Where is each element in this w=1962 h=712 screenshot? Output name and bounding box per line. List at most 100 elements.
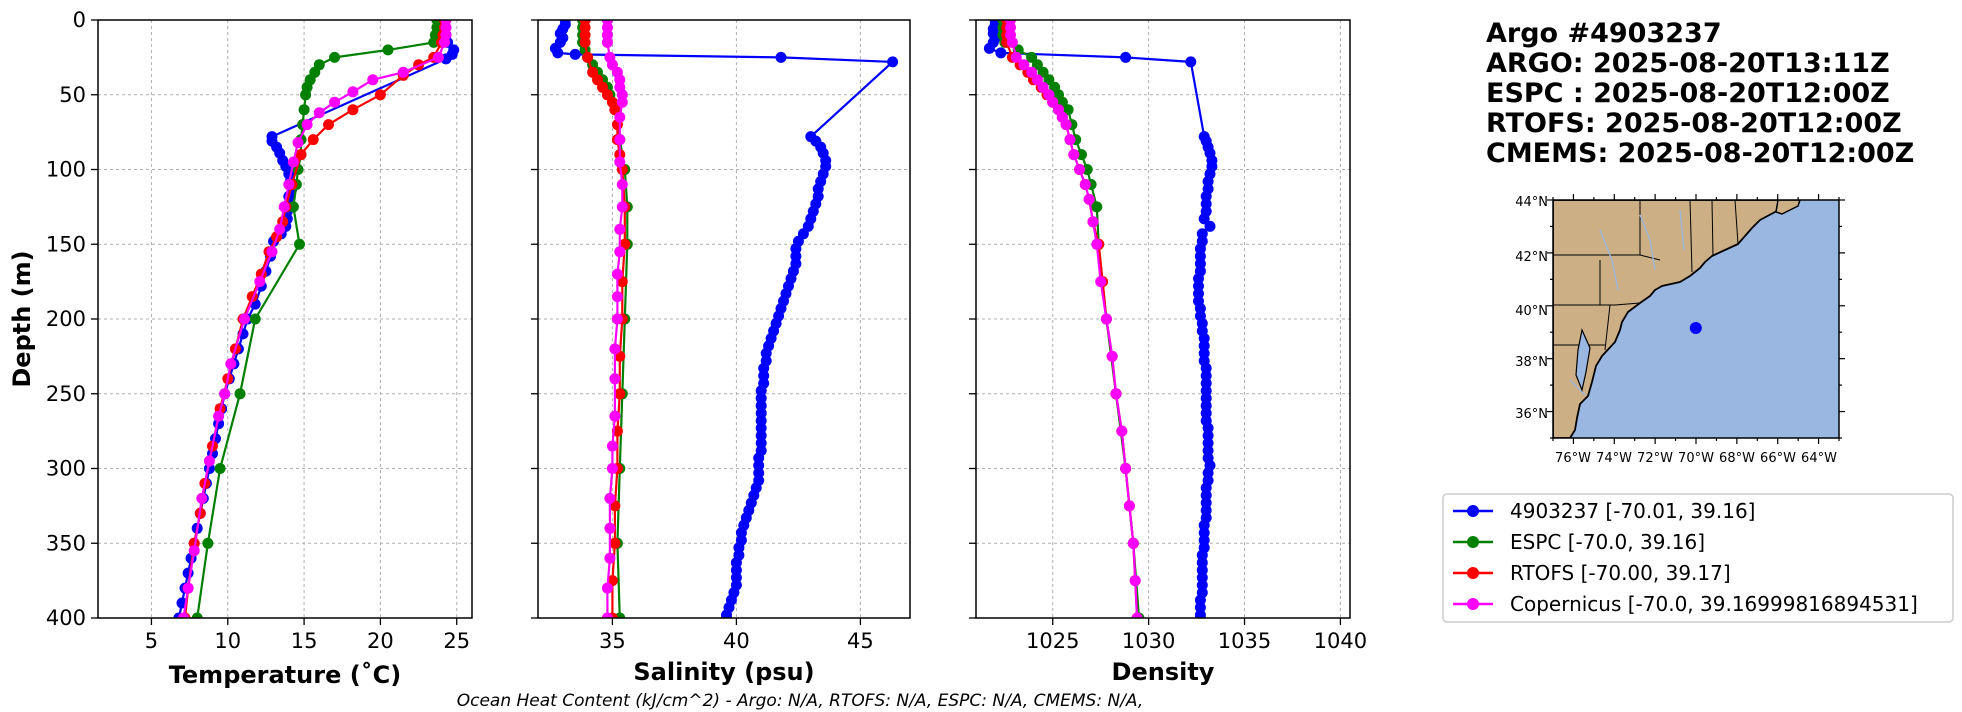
- temperature-point-copernicus: [266, 246, 278, 258]
- legend-marker-argo: [1467, 505, 1479, 517]
- density-point-copernicus: [1110, 388, 1122, 400]
- salinity-point-copernicus: [611, 268, 623, 280]
- density-point-4903237: [1198, 213, 1210, 225]
- density-point-copernicus: [1037, 81, 1049, 93]
- salinity-point-4903237: [887, 56, 899, 68]
- map-island-north: [1775, 200, 1801, 215]
- salinity-point-copernicus: [614, 156, 626, 168]
- map-land-group: [1553, 200, 1801, 438]
- density-point-copernicus: [1116, 425, 1128, 437]
- density-point-copernicus: [1074, 164, 1086, 175]
- depth-tick-label: 200: [46, 307, 86, 331]
- salinity-xtick-label: 45: [847, 629, 874, 653]
- depth-ylabel: Depth (m): [8, 250, 36, 387]
- temperature-point-copernicus: [196, 492, 208, 504]
- salinity-point-copernicus: [604, 552, 616, 564]
- salinity-point-copernicus: [601, 582, 613, 594]
- temperature-point-rtofs: [374, 89, 386, 101]
- map-lon-tick-70: 70°W: [1678, 451, 1714, 466]
- legend-label-espc: ESPC [-70.0, 39.16]: [1510, 530, 1705, 554]
- temperature-point-copernicus: [203, 455, 215, 467]
- temperature-point-copernicus: [292, 137, 304, 149]
- density-point-copernicus: [1091, 238, 1103, 250]
- salinity-point-rtofs: [582, 51, 594, 63]
- salinity-point-copernicus: [616, 96, 628, 108]
- salinity-point-copernicus: [606, 463, 618, 474]
- map-chesapeake: [1575, 328, 1591, 393]
- temperature-point-rtofs: [323, 119, 334, 131]
- temperature-point-copernicus: [347, 86, 359, 98]
- density-point-copernicus: [1123, 500, 1135, 512]
- map-lon-tick-76: 76°W: [1555, 451, 1591, 466]
- ocean-heat-content-footer: Ocean Heat Content (kJ/cm^2) - Argo: N/A…: [457, 691, 1144, 711]
- salinity-point-rtofs: [609, 537, 621, 549]
- salinity-point-copernicus: [609, 343, 621, 355]
- temperature-series: [173, 20, 460, 618]
- density-point-copernicus: [1095, 276, 1107, 288]
- map-lon-tick-64: 64°W: [1801, 451, 1837, 466]
- density-xlabel: Density: [1112, 658, 1215, 686]
- salinity-point-copernicus: [601, 36, 613, 48]
- title-block: Argo #4903237 ARGO: 2025-08-20T13:11Z ES…: [1486, 18, 1914, 169]
- map-ticks: [1547, 194, 1845, 444]
- salinity-point-copernicus: [614, 223, 626, 235]
- density-line-4903237: [988, 20, 1214, 618]
- depth-tick-label: 100: [46, 158, 86, 182]
- salinity-point-copernicus: [616, 179, 628, 190]
- density-point-espc: [1043, 74, 1055, 86]
- legend-entry-argo: 4903237 [-70.01, 39.16]: [1453, 499, 1755, 523]
- temperature-point-espc: [382, 44, 394, 56]
- density-point-copernicus: [1079, 179, 1091, 190]
- density-point-4903237: [1204, 220, 1216, 232]
- depth-tick-label: 0: [73, 8, 86, 32]
- density-point-copernicus: [1100, 313, 1112, 325]
- map-lat-tick-36: 36°N: [1515, 407, 1548, 422]
- salinity-series-group: [549, 20, 899, 618]
- temperature-xtick-label: 25: [443, 629, 470, 653]
- map-lon-tick-74: 74°W: [1596, 451, 1632, 466]
- salinity-point-copernicus: [606, 440, 618, 452]
- depth-tick-label: 50: [59, 83, 86, 107]
- legend-label-copernicus: Copernicus [-70.0, 39.16999816894531]: [1510, 592, 1918, 616]
- map-rivers: [1569, 209, 1685, 396]
- salinity-point-copernicus: [614, 246, 626, 258]
- temperature-point-copernicus: [178, 612, 189, 618]
- temperature-point-espc: [214, 463, 226, 474]
- density-point-copernicus: [1064, 134, 1076, 146]
- temperature-point-espc: [191, 612, 203, 618]
- salinity-point-copernicus: [616, 201, 628, 213]
- depth-tick-label: 150: [46, 232, 86, 256]
- temperature-point-copernicus: [367, 74, 379, 86]
- density-ticks: 1025 1030 1035 1040: [969, 19, 1367, 653]
- density-point-espc: [1037, 66, 1049, 78]
- temperature-point-copernicus: [239, 313, 250, 325]
- density-series-group: [983, 20, 1218, 618]
- temperature-point-copernicus: [188, 545, 200, 557]
- density-point-copernicus: [1127, 537, 1139, 549]
- salinity-point-copernicus: [611, 313, 623, 325]
- temperature-point-copernicus: [213, 410, 225, 422]
- legend: 4903237 [-70.01, 39.16] ESPC [-70.0, 39.…: [1442, 493, 1954, 623]
- density-point-copernicus: [1131, 612, 1143, 618]
- temperature-grid: [98, 19, 472, 619]
- title-line-argo-time: ARGO: 2025-08-20T13:11Z: [1486, 48, 1890, 79]
- density-point-4903237: [1185, 56, 1197, 68]
- depth-tick-label: 400: [46, 606, 86, 630]
- temperature-point-rtofs: [307, 134, 319, 146]
- legend-entry-espc: ESPC [-70.0, 39.16]: [1453, 530, 1705, 554]
- density-xtick-label: 1025: [1026, 629, 1079, 653]
- temperature-point-espc: [329, 51, 341, 63]
- temperature-point-copernicus: [287, 156, 299, 168]
- title-line-rtofs-time: RTOFS: 2025-08-20T12:00Z: [1486, 108, 1902, 139]
- temperature-point-espc: [294, 238, 305, 250]
- temperature-point-espc: [234, 388, 246, 400]
- density-point-espc: [1081, 164, 1093, 175]
- legend-marker-rtofs: [1467, 567, 1479, 579]
- salinity-xlabel: Salinity (psu): [633, 658, 814, 686]
- title-line-cmems-time: CMEMS: 2025-08-20T12:00Z: [1486, 138, 1914, 169]
- density-xtick-label: 1030: [1122, 629, 1175, 653]
- temperature-point-espc: [300, 89, 312, 101]
- depth-tick-label: 350: [46, 531, 86, 555]
